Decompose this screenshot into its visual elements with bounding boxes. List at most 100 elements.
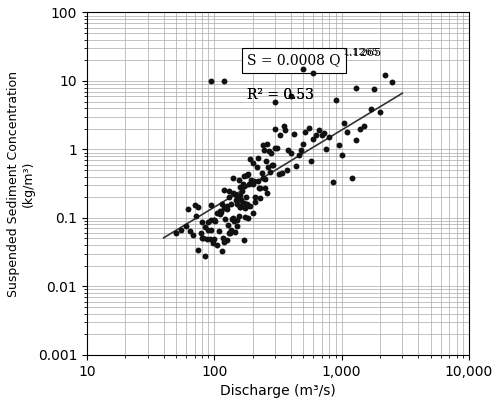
Point bbox=[172, 230, 180, 237]
Point bbox=[247, 176, 255, 183]
Point bbox=[210, 235, 218, 242]
Point bbox=[234, 213, 242, 219]
Point bbox=[271, 98, 279, 105]
Point bbox=[278, 169, 286, 176]
Text: S = 0.0008 Q: S = 0.0008 Q bbox=[248, 53, 341, 68]
Point bbox=[280, 123, 287, 129]
Point bbox=[240, 173, 248, 179]
Point bbox=[328, 179, 336, 186]
Point bbox=[243, 201, 251, 207]
Point bbox=[343, 129, 351, 136]
Point bbox=[292, 162, 300, 169]
Point bbox=[227, 226, 235, 233]
Point bbox=[229, 190, 237, 196]
Point bbox=[261, 185, 269, 191]
Point bbox=[255, 185, 263, 191]
Point bbox=[348, 175, 356, 181]
Point bbox=[312, 132, 320, 139]
Point bbox=[250, 177, 258, 184]
Point bbox=[320, 130, 328, 136]
Point bbox=[240, 237, 248, 243]
Point bbox=[232, 194, 240, 200]
Point bbox=[310, 70, 318, 77]
Point bbox=[304, 125, 312, 131]
Point bbox=[186, 228, 194, 234]
Point bbox=[376, 109, 384, 115]
Point bbox=[246, 202, 254, 209]
Point bbox=[265, 148, 273, 154]
Point bbox=[388, 79, 396, 85]
Point bbox=[216, 211, 224, 217]
Point bbox=[258, 175, 266, 181]
Point bbox=[258, 142, 266, 148]
Point bbox=[314, 126, 322, 133]
Point bbox=[332, 97, 340, 103]
Point bbox=[294, 152, 302, 158]
Point bbox=[232, 197, 240, 203]
Point bbox=[222, 216, 230, 222]
Point bbox=[210, 217, 218, 223]
Point bbox=[244, 171, 252, 177]
Point bbox=[287, 93, 295, 99]
Point bbox=[241, 214, 249, 220]
Point bbox=[234, 177, 242, 183]
Point bbox=[243, 172, 251, 179]
Point bbox=[213, 241, 221, 248]
Point bbox=[338, 152, 345, 159]
Point bbox=[269, 162, 277, 168]
Point bbox=[226, 230, 234, 237]
Point bbox=[370, 86, 378, 93]
Point bbox=[232, 201, 240, 207]
Point bbox=[216, 209, 224, 215]
Point bbox=[212, 217, 220, 224]
Point bbox=[244, 202, 252, 209]
Point bbox=[190, 201, 198, 208]
Point bbox=[225, 188, 233, 194]
Point bbox=[297, 147, 305, 153]
Point bbox=[200, 234, 207, 241]
Point bbox=[220, 186, 228, 193]
Point bbox=[218, 200, 226, 207]
Point bbox=[236, 204, 244, 211]
Point bbox=[322, 145, 330, 152]
Point bbox=[218, 248, 226, 254]
Y-axis label: Suspended Sediment Concentration
(kg/m³): Suspended Sediment Concentration (kg/m³) bbox=[7, 70, 35, 296]
Point bbox=[381, 72, 389, 79]
Point bbox=[356, 126, 364, 132]
Point bbox=[220, 205, 228, 211]
Point bbox=[300, 141, 308, 148]
Text: 1.1265: 1.1265 bbox=[343, 48, 380, 58]
Point bbox=[204, 219, 212, 225]
Point bbox=[177, 227, 185, 233]
Point bbox=[237, 197, 245, 203]
Point bbox=[198, 219, 206, 225]
Point bbox=[308, 158, 316, 164]
Point bbox=[248, 160, 256, 166]
Point bbox=[203, 236, 211, 242]
Point bbox=[208, 78, 216, 84]
X-axis label: Discharge (m³/s): Discharge (m³/s) bbox=[220, 384, 336, 398]
Point bbox=[216, 209, 224, 216]
Point bbox=[261, 175, 269, 182]
Point bbox=[238, 202, 246, 208]
Point bbox=[194, 247, 202, 253]
Point bbox=[220, 78, 228, 84]
Point bbox=[245, 181, 253, 187]
Point bbox=[274, 171, 282, 177]
Point bbox=[231, 228, 239, 235]
Point bbox=[352, 137, 360, 144]
Point bbox=[240, 200, 248, 207]
Point bbox=[267, 149, 275, 156]
Point bbox=[210, 217, 218, 223]
Point bbox=[220, 235, 228, 241]
Point bbox=[243, 172, 251, 179]
Point bbox=[302, 128, 310, 135]
Point bbox=[254, 177, 262, 184]
Point bbox=[352, 84, 360, 91]
Point bbox=[208, 202, 216, 208]
Point bbox=[326, 134, 334, 141]
Point bbox=[236, 192, 244, 198]
Text: 1.1265: 1.1265 bbox=[343, 48, 382, 58]
Point bbox=[266, 169, 274, 175]
Text: R² = 0.53: R² = 0.53 bbox=[248, 88, 314, 102]
